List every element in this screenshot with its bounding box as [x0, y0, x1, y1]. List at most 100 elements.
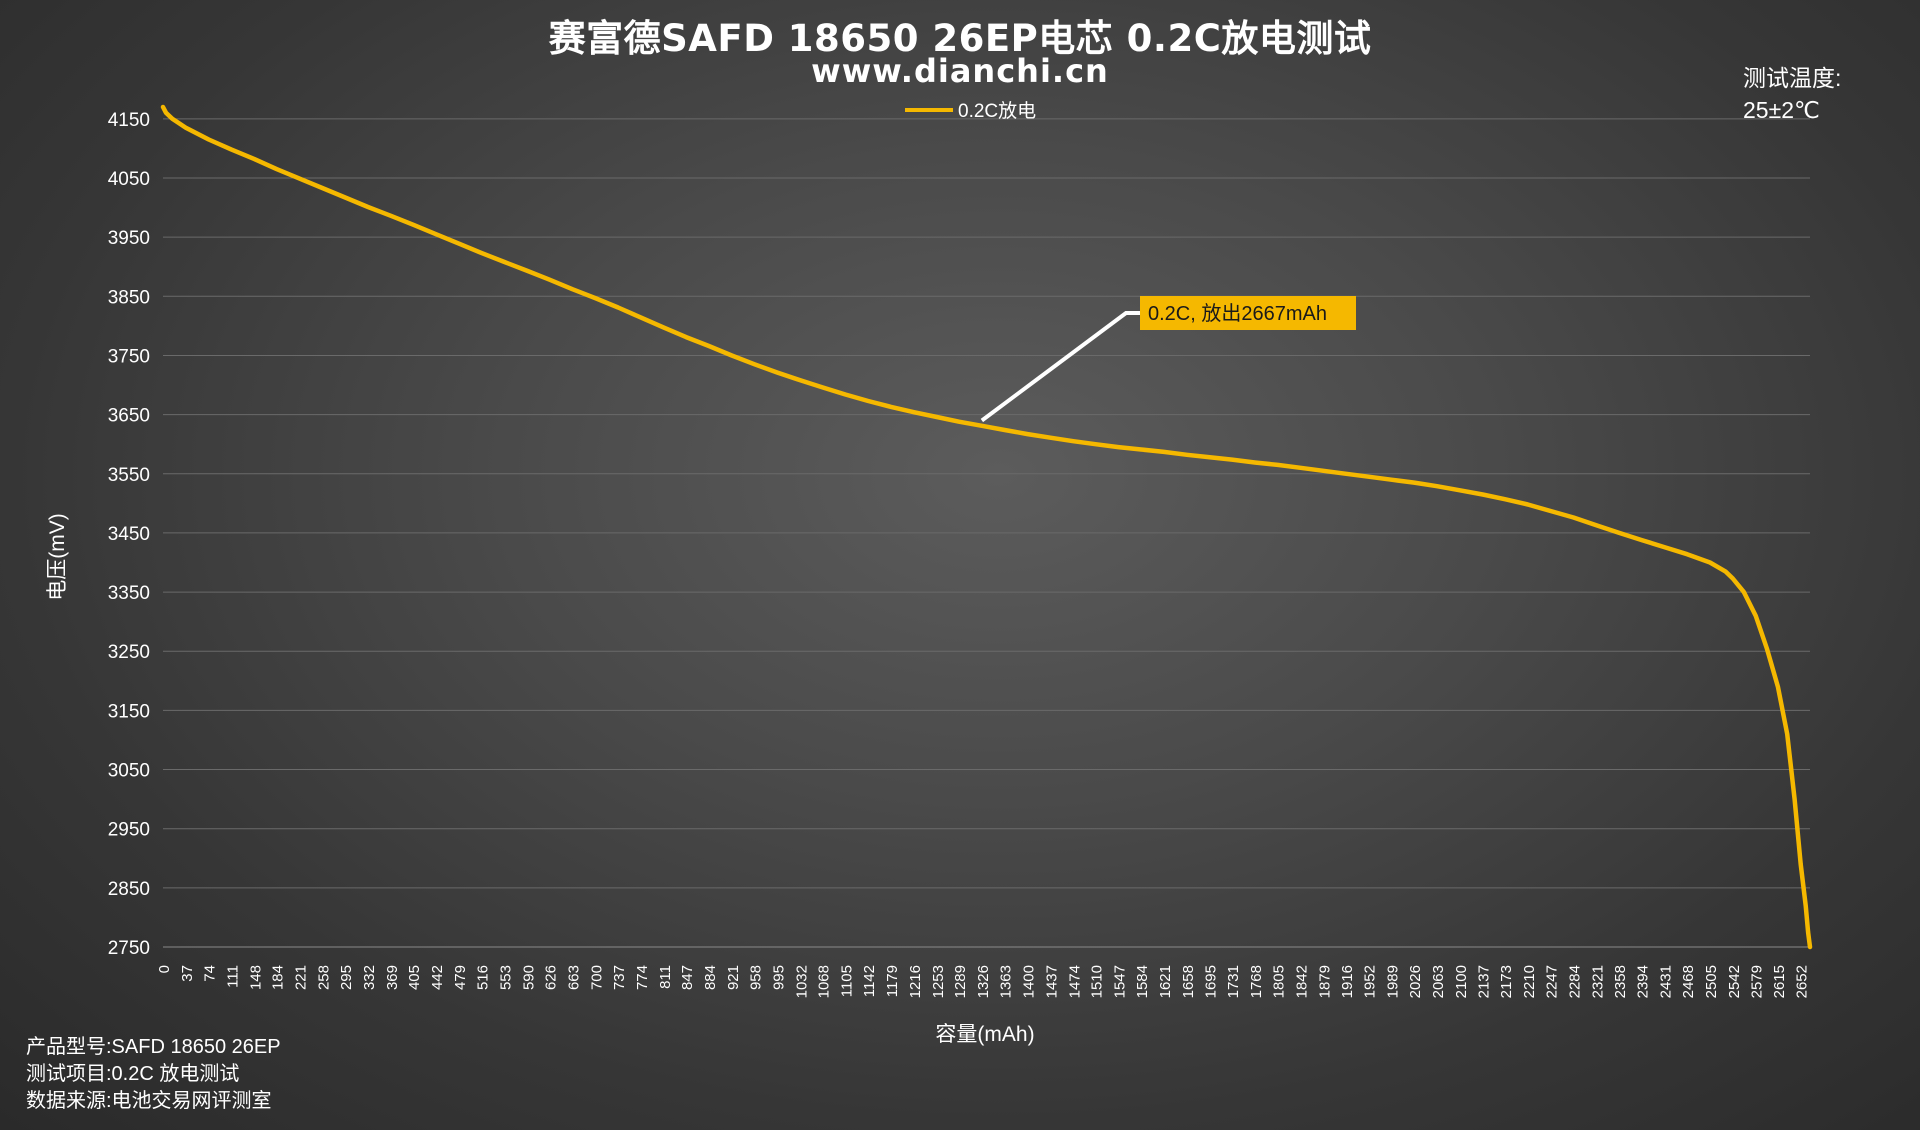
x-tick-label: 2431 — [1657, 965, 1674, 998]
y-tick-label: 3450 — [108, 524, 150, 545]
x-tick-label: 295 — [338, 965, 355, 990]
x-tick-label: 2210 — [1521, 965, 1538, 998]
y-tick-label: 3150 — [108, 701, 150, 722]
x-tick-label: 737 — [611, 965, 628, 990]
footer-info: 产品型号:SAFD 18650 26EP 测试项目:0.2C 放电测试 数据来源… — [26, 1034, 281, 1115]
x-tick-label: 2063 — [1430, 965, 1447, 998]
y-tick-label: 4150 — [108, 110, 150, 131]
y-tick-label: 4050 — [108, 169, 150, 190]
x-tick-label: 1584 — [1134, 965, 1151, 998]
x-tick-label: 258 — [315, 965, 332, 990]
x-tick-label: 0 — [156, 965, 173, 973]
x-tick-label: 148 — [247, 965, 264, 990]
x-tick-label: 2542 — [1726, 965, 1743, 998]
y-axis-label: 电压(mV) — [46, 513, 69, 601]
x-tick-label: 37 — [179, 965, 196, 982]
x-tick-label: 1952 — [1361, 965, 1378, 998]
x-tick-label: 1437 — [1043, 965, 1060, 998]
footer-test-item: 测试项目:0.2C 放电测试 — [26, 1063, 240, 1085]
x-tick-label: 1400 — [1021, 965, 1038, 998]
x-tick-label: 1879 — [1316, 965, 1333, 998]
x-tick-label: 700 — [588, 965, 605, 990]
temperature-label: 测试温度: — [1743, 65, 1842, 91]
x-axis-label: 容量(mAh) — [935, 1023, 1034, 1046]
x-tick-label: 1510 — [1088, 965, 1105, 998]
x-tick-label: 1805 — [1271, 965, 1288, 998]
y-tick-label: 3050 — [108, 761, 150, 782]
x-tick-label: 2321 — [1589, 965, 1606, 998]
x-tick-label: 884 — [702, 965, 719, 990]
x-tick-label: 553 — [498, 965, 515, 990]
x-tick-label: 774 — [634, 965, 651, 990]
y-tick-label: 3850 — [108, 287, 150, 308]
series-layer — [160, 104, 1813, 950]
x-tick-label: 1216 — [907, 965, 924, 998]
x-tick-label: 626 — [543, 965, 560, 990]
annotation-layer: 0.2C, 放出2667mAh — [980, 296, 1356, 423]
x-tick-label: 405 — [406, 965, 423, 990]
x-tick-label: 1547 — [1111, 965, 1128, 998]
x-tick-label: 590 — [520, 965, 537, 990]
x-tick-label: 958 — [748, 965, 765, 990]
annotation-box — [1140, 296, 1356, 330]
x-tick-label: 1989 — [1384, 965, 1401, 998]
x-tick-label: 1032 — [793, 965, 810, 998]
legend: 0.2C放电 — [905, 100, 1036, 122]
x-tick-label: 2173 — [1498, 965, 1515, 998]
x-tick-label: 1142 — [861, 965, 878, 997]
x-tick-label: 111 — [225, 965, 242, 988]
x-tick-label: 74 — [202, 965, 219, 982]
y-tick-label: 3350 — [108, 583, 150, 604]
annotation-label: 0.2C, 放出2667mAh — [1148, 302, 1327, 325]
x-tick-label: 184 — [270, 965, 287, 990]
x-tick-label: 1068 — [816, 965, 833, 998]
x-tick-label: 995 — [770, 965, 787, 990]
x-tick-label: 221 — [292, 965, 309, 990]
footer-data-source: 数据来源:电池交易网评测室 — [26, 1090, 272, 1112]
y-tick-label: 3750 — [108, 346, 150, 367]
x-tick-label: 442 — [429, 965, 446, 990]
x-tick-label: 1731 — [1225, 965, 1242, 998]
x-tick-label: 2615 — [1771, 965, 1788, 998]
y-tick-label: 2750 — [108, 938, 150, 959]
x-tick-label: 369 — [384, 965, 401, 990]
y-tick-label: 3250 — [108, 642, 150, 663]
x-tick-label: 1105 — [838, 965, 855, 997]
x-tick-label: 2358 — [1612, 965, 1629, 998]
y-tick-label: 2850 — [108, 879, 150, 900]
chart-subtitle: www.dianchi.cn — [811, 52, 1109, 90]
x-tick-label: 1916 — [1339, 965, 1356, 998]
x-tick-label: 1474 — [1066, 965, 1083, 998]
x-tick-label: 2505 — [1703, 965, 1720, 998]
x-tick-label: 2394 — [1634, 965, 1651, 998]
series-line — [160, 104, 1813, 950]
x-tick-label: 2579 — [1749, 965, 1766, 998]
x-tick-label: 516 — [475, 965, 492, 990]
y-tick-labels: 2750 2850 2950 3050 3150 3250 3350 3450 3550 3650… — [108, 110, 150, 959]
x-tick-label: 2026 — [1407, 965, 1424, 998]
x-tick-label: 1842 — [1294, 965, 1311, 998]
grid-lines — [163, 118, 1810, 889]
x-tick-label: 921 — [725, 965, 742, 990]
x-tick-label: 1621 — [1157, 965, 1174, 998]
chart-title: 赛富德SAFD 18650 26EP电芯 0.2C放电测试 — [548, 17, 1372, 60]
x-tick-label: 811 — [657, 965, 674, 989]
x-tick-label: 1289 — [952, 965, 969, 998]
y-tick-label: 2950 — [108, 820, 150, 841]
y-tick-label: 3950 — [108, 228, 150, 249]
x-tick-label: 847 — [679, 965, 696, 990]
x-tick-label: 332 — [361, 965, 378, 990]
x-tick-label: 1768 — [1248, 965, 1265, 998]
footer-product: 产品型号:SAFD 18650 26EP — [26, 1036, 281, 1058]
x-tick-label: 479 — [452, 965, 469, 990]
x-tick-label: 663 — [565, 965, 582, 990]
x-tick-label: 1253 — [930, 965, 947, 998]
y-tick-label: 3550 — [108, 465, 150, 486]
y-tick-label: 3650 — [108, 406, 150, 427]
x-tick-label: 1658 — [1180, 965, 1197, 998]
x-tick-label: 1363 — [998, 965, 1015, 998]
x-tick-label: 1695 — [1203, 965, 1220, 998]
legend-label: 0.2C放电 — [958, 100, 1036, 122]
x-tick-label: 2247 — [1544, 965, 1561, 998]
